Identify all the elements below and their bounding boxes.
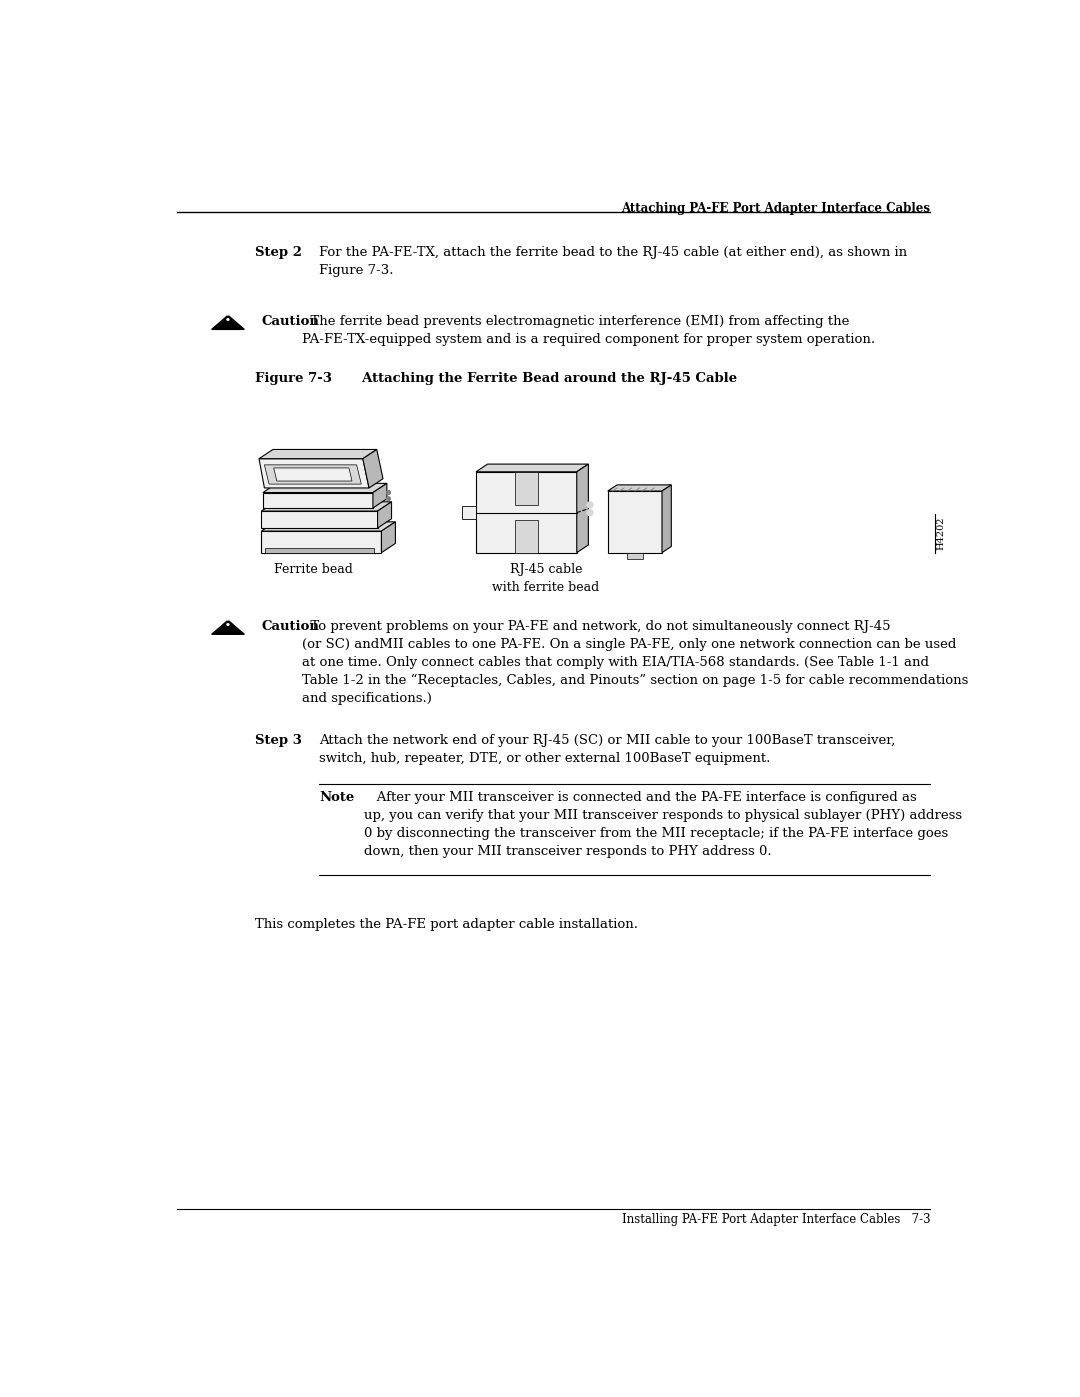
Polygon shape — [577, 464, 589, 553]
Text: H4202: H4202 — [936, 517, 945, 550]
Polygon shape — [266, 548, 374, 553]
Text: Installing PA-FE Port Adapter Interface Cables   7-3: Installing PA-FE Port Adapter Interface … — [621, 1214, 930, 1227]
Text: Caution: Caution — [261, 620, 320, 633]
Circle shape — [387, 490, 390, 495]
Polygon shape — [608, 485, 672, 490]
Text: The ferrite bead prevents electromagnetic interference (EMI) from affecting the
: The ferrite bead prevents electromagneti… — [301, 316, 875, 346]
Polygon shape — [476, 472, 577, 553]
Polygon shape — [261, 531, 381, 553]
Polygon shape — [212, 316, 244, 330]
Text: Attaching the Ferrite Bead around the RJ-45 Cable: Attaching the Ferrite Bead around the RJ… — [339, 372, 737, 384]
Polygon shape — [261, 522, 395, 531]
Text: Ferrite bead: Ferrite bead — [274, 563, 353, 576]
Circle shape — [586, 502, 593, 509]
Polygon shape — [273, 468, 352, 481]
Polygon shape — [212, 620, 244, 634]
Polygon shape — [262, 493, 373, 509]
Text: Figure 7-3: Figure 7-3 — [255, 372, 333, 384]
Text: Caution: Caution — [261, 316, 320, 328]
Polygon shape — [515, 472, 538, 504]
Text: RJ-45 cable
with ferrite bead: RJ-45 cable with ferrite bead — [492, 563, 599, 594]
Polygon shape — [378, 502, 392, 528]
Text: Step 2: Step 2 — [255, 246, 302, 260]
Polygon shape — [259, 450, 377, 458]
Polygon shape — [363, 450, 383, 488]
Polygon shape — [261, 511, 378, 528]
Polygon shape — [261, 502, 392, 511]
Polygon shape — [627, 553, 643, 559]
Text: This completes the PA-FE port adapter cable installation.: This completes the PA-FE port adapter ca… — [255, 918, 638, 932]
Polygon shape — [462, 507, 476, 518]
Text: Step 3: Step 3 — [255, 733, 302, 746]
Polygon shape — [259, 458, 369, 488]
Circle shape — [387, 497, 390, 500]
Circle shape — [586, 510, 593, 515]
Text: To prevent problems on your PA-FE and network, do not simultaneously connect RJ-: To prevent problems on your PA-FE and ne… — [301, 620, 968, 705]
Polygon shape — [608, 490, 662, 553]
Polygon shape — [265, 465, 362, 485]
Text: Attach the network end of your RJ-45 (SC) or MII cable to your 100BaseT transcei: Attach the network end of your RJ-45 (SC… — [320, 733, 895, 764]
Text: !: ! — [224, 307, 232, 324]
Text: Attaching PA-FE Port Adapter Interface Cables: Attaching PA-FE Port Adapter Interface C… — [621, 201, 930, 215]
Text: Note: Note — [320, 791, 354, 805]
Polygon shape — [476, 464, 589, 472]
Text: !: ! — [224, 612, 232, 630]
Text: After your MII transceiver is connected and the PA-FE interface is configured as: After your MII transceiver is connected … — [364, 791, 962, 858]
Text: For the PA-FE-TX, attach the ferrite bead to the RJ-45 cable (at either end), as: For the PA-FE-TX, attach the ferrite bea… — [320, 246, 907, 277]
Polygon shape — [515, 520, 538, 553]
Polygon shape — [381, 522, 395, 553]
Polygon shape — [262, 483, 387, 493]
Polygon shape — [662, 485, 672, 553]
Polygon shape — [373, 483, 387, 509]
